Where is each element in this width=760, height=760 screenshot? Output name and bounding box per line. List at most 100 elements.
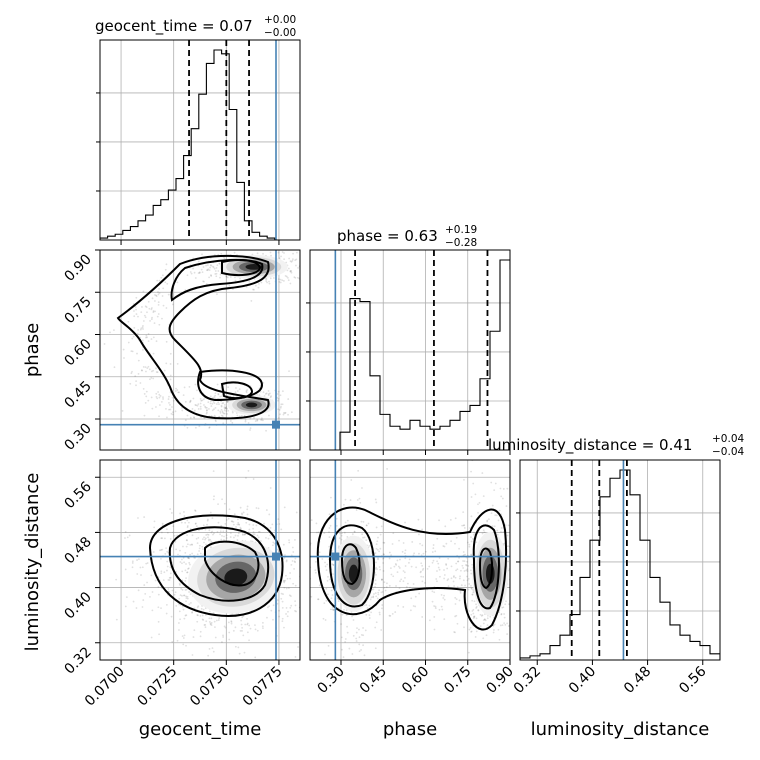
sample-point bbox=[415, 566, 418, 569]
sample-point bbox=[367, 522, 370, 525]
sample-point bbox=[277, 408, 279, 411]
sample-point bbox=[189, 416, 192, 419]
sample-point bbox=[201, 545, 204, 548]
sample-point bbox=[191, 534, 194, 537]
sample-point bbox=[473, 615, 476, 618]
sample-point bbox=[171, 303, 174, 306]
sample-point bbox=[378, 550, 380, 553]
tick-label-x-luminosity-distance: 0.48 bbox=[621, 664, 654, 697]
sample-point bbox=[373, 593, 375, 595]
sample-point bbox=[272, 541, 275, 544]
sample-point bbox=[326, 281, 328, 283]
sample-point bbox=[229, 420, 232, 422]
sample-point bbox=[184, 521, 187, 524]
sample-point bbox=[191, 611, 193, 614]
sample-point bbox=[482, 495, 485, 498]
sample-point bbox=[342, 503, 345, 506]
sample-point bbox=[150, 318, 153, 321]
sample-point bbox=[158, 415, 160, 418]
title-geocent-time-sup: +0.00 bbox=[264, 14, 296, 26]
sample-point bbox=[143, 393, 146, 395]
sample-point bbox=[470, 584, 472, 587]
tick-label-y-luminosity-distance: 0.56 bbox=[61, 479, 94, 512]
sample-point bbox=[247, 422, 250, 424]
sample-point bbox=[304, 259, 306, 261]
sample-point bbox=[383, 581, 386, 584]
sample-point bbox=[209, 266, 212, 269]
sample-point bbox=[332, 564, 335, 566]
sample-point bbox=[408, 558, 411, 561]
sample-point bbox=[490, 512, 493, 514]
sample-point bbox=[526, 613, 528, 615]
sample-point bbox=[207, 654, 210, 657]
sample-point bbox=[160, 549, 163, 551]
sample-point bbox=[363, 536, 366, 539]
sample-point bbox=[217, 521, 220, 524]
sample-point bbox=[285, 559, 288, 562]
sample-point bbox=[445, 542, 448, 545]
sample-point bbox=[212, 612, 215, 615]
sample-point bbox=[277, 251, 280, 254]
sample-point bbox=[196, 614, 199, 616]
sample-point bbox=[183, 594, 186, 597]
sample-point bbox=[516, 565, 518, 567]
sample-point bbox=[406, 582, 409, 585]
sample-point bbox=[317, 253, 319, 255]
sample-point bbox=[261, 621, 264, 624]
sample-point bbox=[221, 411, 224, 414]
sample-point bbox=[368, 614, 371, 617]
sample-point bbox=[470, 496, 473, 498]
sample-point bbox=[210, 622, 213, 624]
sample-point bbox=[169, 508, 172, 510]
sample-point bbox=[144, 305, 147, 308]
sample-point bbox=[338, 545, 340, 548]
sample-point bbox=[260, 281, 263, 284]
sample-point bbox=[484, 619, 487, 622]
sample-point bbox=[362, 536, 364, 539]
sample-point bbox=[188, 591, 190, 593]
tick-label-x-phase: 0.75 bbox=[441, 664, 474, 697]
sample-point bbox=[511, 567, 513, 569]
sample-point bbox=[301, 269, 303, 271]
sample-point bbox=[326, 579, 329, 582]
sample-point bbox=[287, 267, 290, 270]
contour-mid-lower bbox=[197, 369, 264, 402]
sample-point bbox=[412, 583, 415, 585]
sample-point bbox=[152, 369, 155, 372]
hist-line-luminosity-distance bbox=[520, 469, 720, 660]
sample-point bbox=[194, 522, 197, 525]
sample-point bbox=[360, 634, 363, 636]
sample-point bbox=[329, 273, 331, 275]
sample-point bbox=[363, 654, 366, 657]
sample-point bbox=[186, 571, 188, 574]
sample-point bbox=[208, 276, 211, 279]
sample-point bbox=[370, 611, 373, 614]
sample-point bbox=[418, 533, 420, 536]
sample-point bbox=[344, 641, 347, 643]
sample-point bbox=[462, 524, 465, 527]
sample-point bbox=[226, 400, 229, 403]
sample-point bbox=[142, 328, 144, 330]
sample-point bbox=[235, 387, 237, 389]
sample-point bbox=[166, 531, 169, 534]
sample-point bbox=[124, 605, 127, 608]
sample-point bbox=[248, 528, 251, 531]
sample-point bbox=[209, 538, 212, 541]
sample-point bbox=[155, 340, 158, 343]
sample-point bbox=[293, 560, 296, 563]
sample-point bbox=[477, 661, 479, 663]
sample-point bbox=[245, 285, 248, 288]
sample-point bbox=[486, 520, 488, 523]
sample-point bbox=[225, 406, 228, 408]
sample-point bbox=[218, 415, 221, 418]
sample-point bbox=[245, 390, 248, 392]
sample-point bbox=[368, 544, 371, 547]
sample-point bbox=[411, 541, 414, 543]
sample-point bbox=[281, 251, 284, 253]
sample-point bbox=[131, 566, 134, 569]
sample-point bbox=[245, 477, 247, 479]
sample-point bbox=[152, 336, 155, 339]
sample-point bbox=[305, 270, 307, 272]
sample-point bbox=[328, 531, 330, 534]
sample-point bbox=[279, 281, 282, 284]
